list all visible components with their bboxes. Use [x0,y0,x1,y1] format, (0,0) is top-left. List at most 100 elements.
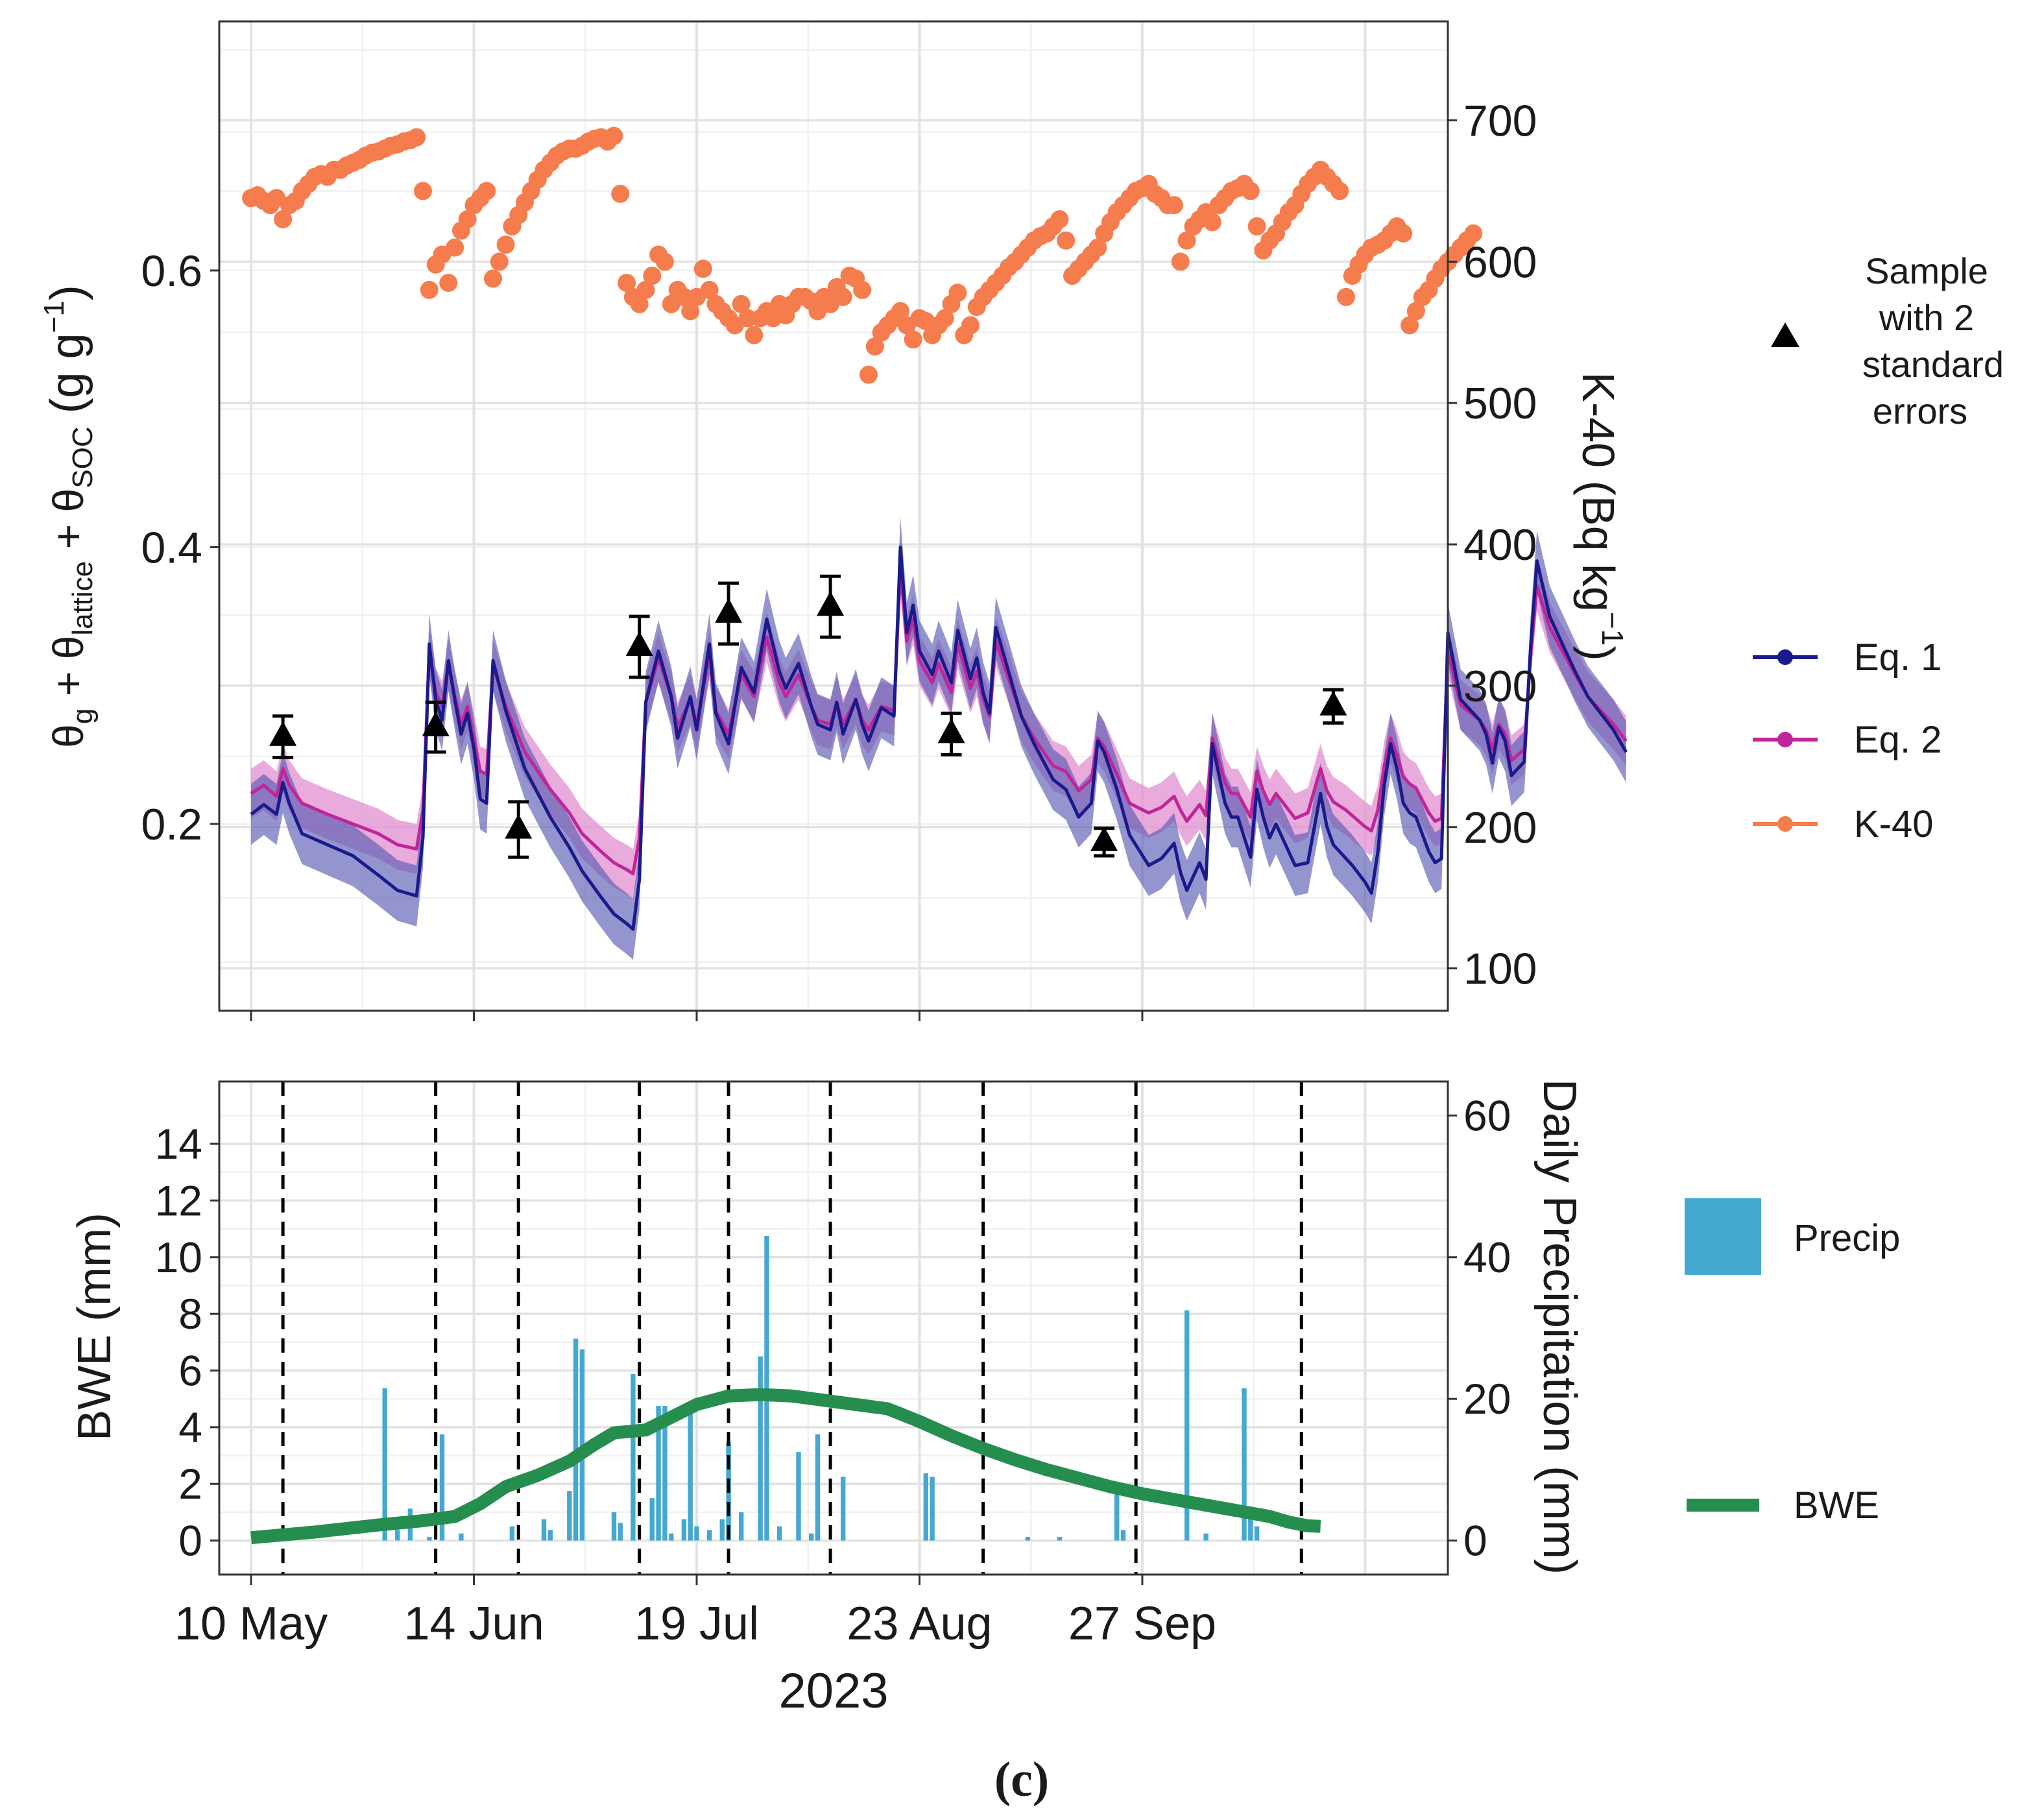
y-title-exponent: −1 [38,300,70,333]
sample-triangle [1319,690,1347,716]
bottom-x-tick-label: 19 Jul [634,1598,759,1650]
precip-bar [669,1533,674,1541]
legend-item-k40: K-40 [1753,803,1934,845]
precip-bar [681,1519,687,1541]
precip-bar [509,1526,515,1541]
k40-point [853,280,872,299]
sample-legend-line-2: with 2 [1879,297,1974,338]
k40-point [693,260,712,278]
precip-bar [1057,1537,1063,1541]
sample-triangle [625,631,653,657]
precip-bar [649,1498,655,1541]
k40-point [655,252,674,271]
sample-point [625,614,653,679]
k40-point [484,269,502,288]
sample-legend-line-4: errors [1873,391,1967,431]
bottom-x-axis-title: 2023 [778,1663,888,1719]
top-y-axis-title: θg + θlattice + θSOC (g g−1) [38,285,99,748]
top-y2-tick-label: 600 [1463,237,1537,287]
y-title-plus-2: + [44,513,92,561]
k40-point [611,184,630,203]
bottom-y2-tick-label: 40 [1463,1233,1511,1281]
precip-bar [923,1473,928,1541]
eq1-series-line [250,546,1628,931]
sample-triangle [422,711,450,736]
y-title-close: ) [42,285,93,300]
k40-point [732,295,751,313]
k40-point [414,182,432,200]
y2-title-main: K-40 (Bq kg [1573,372,1624,612]
k40-points [242,127,1483,384]
k40-point [904,330,922,349]
k40-point [700,280,719,299]
bottom-y-tick-label: 0 [178,1517,202,1565]
legend-label-eq2: Eq. 2 [1854,719,1942,761]
k40-point [439,274,458,292]
bottom-x-tick-label: 10 May [174,1598,328,1650]
top-y2-tick-label: 200 [1463,803,1537,852]
bottom-y2-ticks: 0 20 40 60 [1448,1091,1511,1565]
bottom-y-tick-label: 4 [178,1403,202,1451]
k40-point [1394,224,1413,243]
k40-point [1177,231,1196,250]
eq1-band-area [251,516,1626,960]
bottom-y-axis-title: BWE (mm) [69,1213,121,1441]
bottom-y-tick-label: 10 [155,1233,202,1281]
sample-point [817,574,845,639]
precip-legend-label: Precip [1794,1217,1900,1259]
precip-bar [930,1477,935,1541]
bottom-x-tick-label: 14 Jun [403,1598,544,1650]
k40-point [636,280,655,299]
precip-bar [439,1434,445,1541]
k40-point [630,295,649,313]
sample-triangle [505,814,533,839]
precip-bar [662,1406,667,1541]
precip-bar [1248,1512,1253,1541]
sample-triangle [817,591,845,616]
k40-point [745,326,763,344]
k40-point [1247,217,1266,236]
k40-point [1337,287,1355,306]
sample-legend-triangle-icon [1771,322,1799,347]
sample-triangle [715,598,743,623]
k40-point [961,316,980,335]
figure-caption: (c) [994,1752,1049,1807]
k40-point [446,238,464,257]
bottom-y2-axis-title: Daily Precipitation (mm) [1533,1079,1585,1575]
bottom-y2-tick-label: 0 [1463,1517,1487,1565]
sample-point [1319,688,1347,725]
k40-point [618,274,636,292]
bottom-x-ticks: 10 May 14 Jun 19 Jul 23 Aug 27 Sep [174,1575,1216,1650]
precip-bar [758,1356,763,1541]
top-panel-border [218,20,1449,1012]
precip-bar [611,1512,617,1541]
precip-bar [547,1530,553,1541]
eq1-line [250,546,1628,931]
sample-point [715,581,743,646]
bottom-y-tick-label: 12 [155,1176,202,1224]
sample-triangle [937,718,965,743]
bottom-y2-tick-label: 20 [1463,1375,1511,1423]
precip-bar [395,1530,400,1541]
k40-point [496,236,515,254]
y-title-sub-soc: SOC [67,426,99,488]
legend-item-eq2: Eq. 2 [1753,719,1942,761]
precip-bar [1242,1388,1247,1541]
bwe-legend: BWE [1687,1484,1879,1527]
k40-point [1330,182,1349,200]
bottom-x-tick-label: 27 Sep [1068,1598,1216,1650]
sample-point [269,714,297,760]
bottom-panel: 0 2 4 6 8 10 12 14 0 20 40 60 10 May 14 Jun 19 Jul 23… [69,1079,1585,1719]
bottom-y-tick-label: 14 [155,1120,202,1168]
precip-bar [631,1374,636,1541]
top-y-tick-label: 0.2 [141,800,202,849]
precip-bar [694,1526,699,1541]
precip-bar [739,1512,744,1541]
legend-label-eq1: Eq. 1 [1854,636,1942,679]
k40-point [681,302,700,320]
k40-point [1171,252,1190,271]
sample-triangle [269,721,297,746]
precip-bar [382,1388,387,1541]
